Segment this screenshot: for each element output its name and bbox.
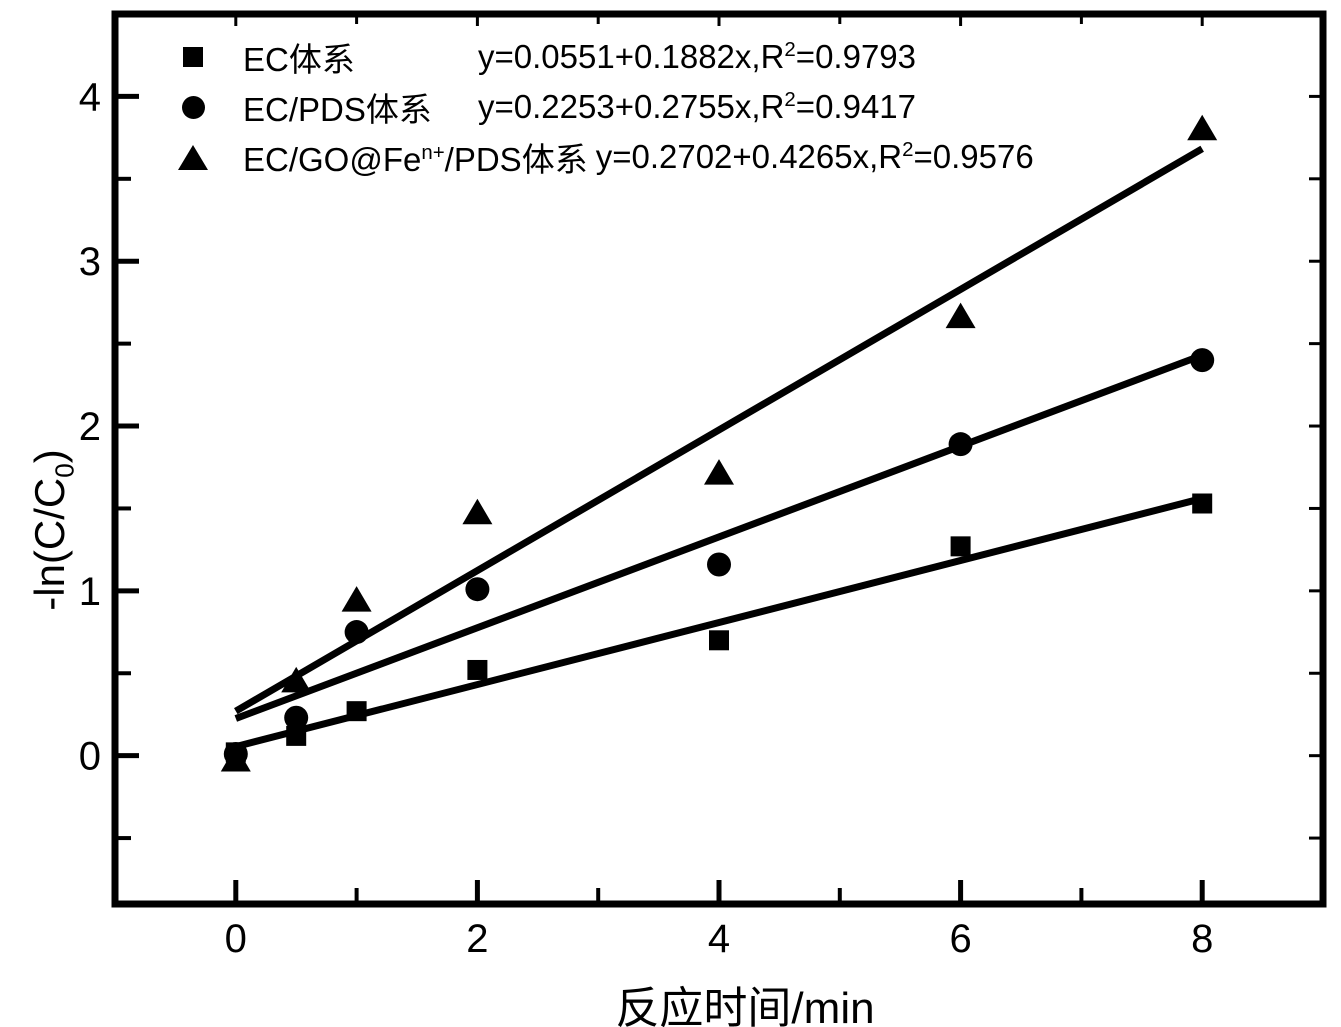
- data-point-square: [1192, 493, 1213, 514]
- legend-label: EC/GO@Fen+/PDS体系: [243, 141, 588, 178]
- x-axis-title: 反应时间/min: [615, 984, 875, 1027]
- data-point-circle: [948, 432, 973, 457]
- y-axis-title: -ln(C/C0): [26, 449, 80, 611]
- data-point-triangle: [462, 498, 493, 525]
- x-tick-label: 6: [949, 917, 971, 961]
- fit-line-0: [234, 495, 1204, 750]
- data-point-square: [346, 701, 367, 722]
- legend-square-icon: [178, 47, 208, 67]
- x-tick-label: 0: [225, 917, 247, 961]
- data-point-circle: [344, 620, 369, 645]
- data-point-square: [709, 630, 729, 651]
- legend-circle-icon: [178, 95, 208, 119]
- y-tick-label: 1: [79, 570, 101, 614]
- legend-equation: y=0.2702+0.4265x,R2=0.9576: [595, 138, 1034, 175]
- legend: EC体系 y=0.0551+0.1882x,R2=0.9793 EC/PDS体系…: [178, 32, 1034, 182]
- data-point-circle: [1190, 348, 1215, 373]
- data-point-circle: [707, 552, 731, 577]
- data-point-triangle: [945, 302, 976, 329]
- legend-item-ec: EC体系 y=0.0551+0.1882x,R2=0.9793: [178, 32, 1034, 82]
- fit-line-2: [234, 145, 1204, 715]
- fit-line-1: [234, 352, 1204, 722]
- legend-equation: y=0.0551+0.1882x,R2=0.9793: [478, 38, 917, 75]
- data-point-square: [950, 536, 971, 557]
- legend-item-ec-pds: EC/PDS体系 y=0.2253+0.2755x,R2=0.9417: [178, 82, 1034, 132]
- legend-label: EC/PDS体系: [243, 91, 432, 128]
- data-point-triangle: [341, 586, 372, 612]
- data-point-circle: [284, 705, 309, 730]
- legend-triangle-icon: [178, 144, 208, 170]
- data-point-square: [286, 725, 307, 746]
- data-point-circle: [465, 577, 490, 602]
- y-tick-label: 0: [79, 735, 101, 779]
- legend-label: EC体系: [243, 41, 355, 78]
- y-tick-label: 3: [79, 240, 101, 284]
- data-point-square: [467, 659, 488, 680]
- data-point-triangle: [281, 666, 312, 693]
- data-point-triangle: [220, 745, 251, 772]
- data-point-triangle: [704, 459, 734, 485]
- y-tick-label: 2: [79, 405, 101, 449]
- x-tick-label: 4: [708, 917, 730, 961]
- x-tick-label: 8: [1191, 917, 1213, 961]
- x-tick-label: 2: [466, 917, 488, 961]
- legend-equation: y=0.2253+0.2755x,R2=0.9417: [478, 88, 917, 125]
- legend-item-ec-go-fe-pds: EC/GO@Fen+/PDS体系 y=0.2702+0.4265x,R2=0.9…: [178, 132, 1034, 182]
- y-tick-label: 4: [79, 75, 101, 119]
- data-point-triangle: [1187, 114, 1218, 141]
